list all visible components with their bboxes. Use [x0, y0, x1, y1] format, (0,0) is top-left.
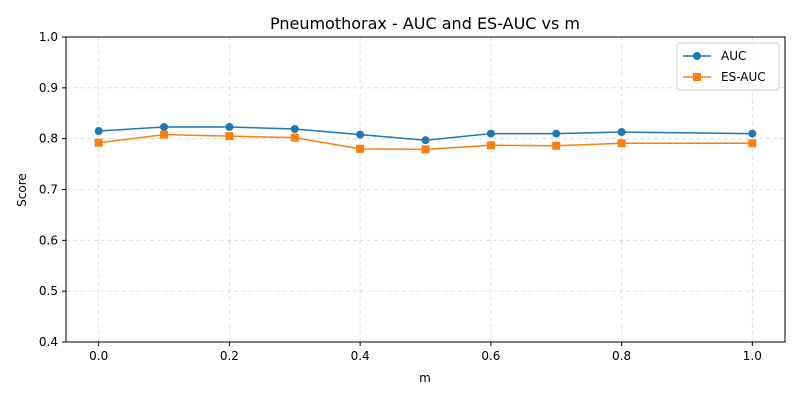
- data-point-auc: [421, 136, 430, 145]
- x-tick-label: 0.0: [89, 349, 108, 363]
- x-tick-label: 0.6: [481, 349, 500, 363]
- y-tick-label: 0.6: [39, 233, 58, 247]
- y-tick-label: 0.8: [39, 132, 58, 146]
- y-axis-label: Score: [15, 173, 29, 207]
- x-axis: 0.0 0.2 0.4 0.6 0.8 1.0: [89, 342, 762, 363]
- data-point-auc: [617, 128, 626, 137]
- series-line-auc: [98, 126, 753, 141]
- legend: AUC ES-AUC: [676, 42, 780, 91]
- series-group: [94, 122, 757, 154]
- x-tick-label: 0.4: [351, 349, 370, 363]
- y-tick-label: 0.9: [39, 81, 58, 95]
- legend-label-es-auc: ES-AUC: [721, 70, 766, 84]
- legend-box: [676, 42, 780, 91]
- data-point-es-auc: [421, 145, 430, 154]
- data-point-auc: [552, 129, 561, 138]
- x-tick-label: 0.2: [220, 349, 239, 363]
- chart-title: Pneumothorax - AUC and ES-AUC vs m: [270, 14, 580, 33]
- y-tick-label: 0.4: [39, 335, 58, 349]
- data-point-auc: [290, 125, 299, 134]
- data-point-es-auc: [290, 133, 299, 142]
- data-point-es-auc: [160, 130, 169, 139]
- data-point-auc: [160, 122, 169, 131]
- y-axis: 0.4 0.5 0.6 0.7 0.8 0.9 1.0: [39, 30, 66, 349]
- data-point-auc: [486, 129, 495, 138]
- data-point-es-auc: [486, 141, 495, 150]
- y-tick-label: 1.0: [39, 30, 58, 44]
- legend-label-auc: AUC: [721, 49, 746, 63]
- data-point-auc: [748, 129, 757, 138]
- data-point-auc: [94, 127, 103, 136]
- x-tick-label: 1.0: [743, 349, 762, 363]
- data-point-es-auc: [94, 138, 103, 147]
- data-point-es-auc: [748, 139, 757, 148]
- y-tick-label: 0.7: [39, 183, 58, 197]
- data-point-auc: [356, 130, 365, 139]
- data-point-es-auc: [552, 141, 561, 150]
- data-point-es-auc: [356, 144, 365, 153]
- data-point-es-auc: [617, 139, 626, 148]
- series-line-es-auc: [98, 133, 753, 151]
- x-tick-label: 0.8: [612, 349, 631, 363]
- data-point-es-auc: [225, 132, 234, 141]
- legend-marker-es-auc: [693, 73, 701, 81]
- legend-marker-auc: [693, 52, 701, 60]
- data-point-auc: [225, 122, 234, 131]
- x-axis-label: m: [419, 371, 431, 385]
- y-tick-label: 0.5: [39, 284, 58, 298]
